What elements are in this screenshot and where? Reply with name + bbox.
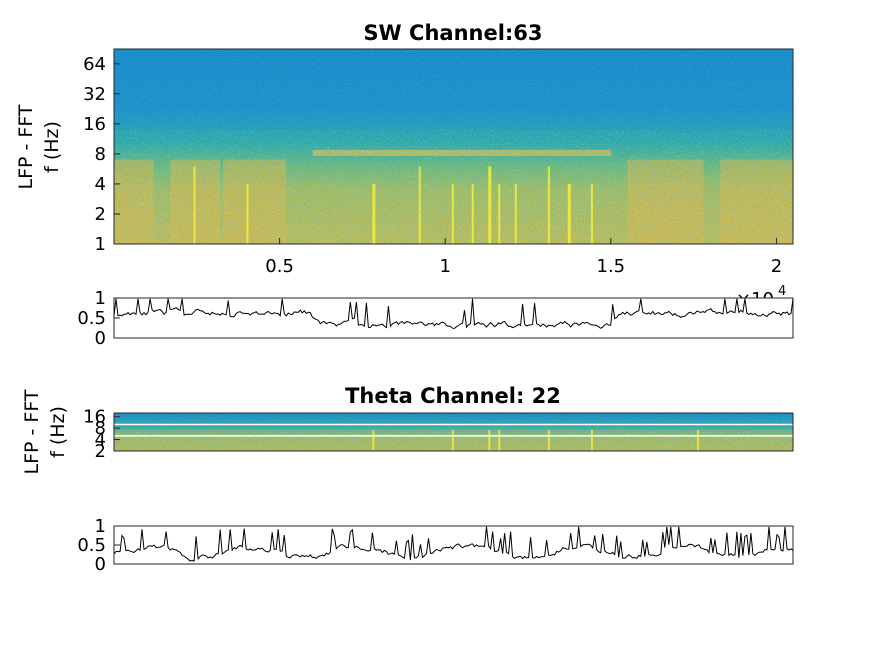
sw-spectrogram-plot — [114, 49, 793, 244]
y-tick-label: 0 — [95, 554, 106, 575]
y-tick-label: 16 — [83, 407, 106, 428]
sw-power-stripe — [193, 166, 196, 244]
sw-ylabel-line1: LFP - FFT — [15, 104, 37, 189]
sw-power-stripe — [488, 166, 492, 244]
x-exponent-power: 4 — [778, 284, 786, 299]
theta-spectrogram-frame — [113, 412, 794, 452]
sw-trace-y-ticks: 00.51 — [77, 288, 120, 349]
y-tick-label: 1 — [95, 288, 106, 309]
y-tick-label: 4 — [95, 430, 106, 451]
sw-power-stripe — [451, 183, 454, 244]
sw-trace-frame — [113, 297, 794, 339]
theta-ylabel-line1: LFP - FFT — [21, 389, 43, 474]
y-tick-label: 1 — [95, 516, 106, 537]
sw-power-stripe — [567, 183, 571, 244]
y-tick-label: 1 — [95, 234, 106, 255]
theta-spectrogram-plot — [114, 413, 793, 451]
theta-trace-y-ticks: 00.51 — [77, 516, 120, 575]
sw-spectrogram-stripes — [193, 166, 593, 244]
y-tick-label: 2 — [95, 204, 106, 225]
y-tick-label: 64 — [83, 54, 106, 75]
sw-panel-title: SW Channel:63 — [363, 21, 542, 45]
x-tick-label: 1.5 — [597, 256, 626, 277]
sw-power-stripe — [590, 183, 593, 244]
theta-panel-title: Theta Channel: 22 — [345, 384, 561, 408]
sw-power-stripe — [547, 166, 550, 244]
theta-power-stripe — [488, 430, 491, 451]
x-tick-label: 2 — [771, 256, 782, 277]
theta-power-stripe — [696, 430, 699, 451]
theta-power-stripe — [372, 430, 375, 451]
theta-trace-frame — [113, 525, 794, 565]
y-tick-label: 16 — [83, 114, 106, 135]
theta-spectrogram-stripes — [372, 430, 699, 451]
sw-trace-line — [113, 298, 794, 329]
y-tick-label: 2 — [95, 441, 106, 462]
sw-y-ticks: 1 2 4 8 16 32 64 — [83, 54, 120, 255]
sw-ylabel-line2: f (Hz) — [41, 121, 63, 173]
x-tick-label: 1 — [439, 256, 450, 277]
sw-power-stripe — [471, 183, 474, 244]
sw-power-stripe — [246, 183, 249, 244]
y-tick-label: 32 — [83, 84, 106, 105]
theta-trace-line — [113, 526, 794, 562]
sw-power-stripe — [372, 183, 376, 244]
y-tick-label: 4 — [95, 174, 106, 195]
theta-power-stripe — [547, 430, 550, 451]
sw-power-stripe — [514, 183, 517, 244]
sw-power-stripe — [498, 183, 501, 244]
theta-power-stripe — [451, 430, 454, 451]
y-tick-label: 0 — [95, 328, 106, 349]
sw-x-ticks: 0.5 1 1.5 2 — [265, 238, 782, 277]
y-tick-label: 8 — [95, 144, 106, 165]
theta-power-stripe — [498, 430, 501, 451]
sw-spectrogram-frame — [113, 48, 794, 245]
y-tick-label: 8 — [95, 418, 106, 439]
theta-power-stripe — [590, 430, 593, 451]
theta-ylabel-line2: f (Hz) — [47, 406, 69, 458]
sw-power-stripe — [418, 166, 421, 244]
x-tick-label: 0.5 — [265, 256, 294, 277]
y-tick-label: 0.5 — [77, 535, 106, 556]
y-tick-label: 0.5 — [77, 308, 106, 329]
